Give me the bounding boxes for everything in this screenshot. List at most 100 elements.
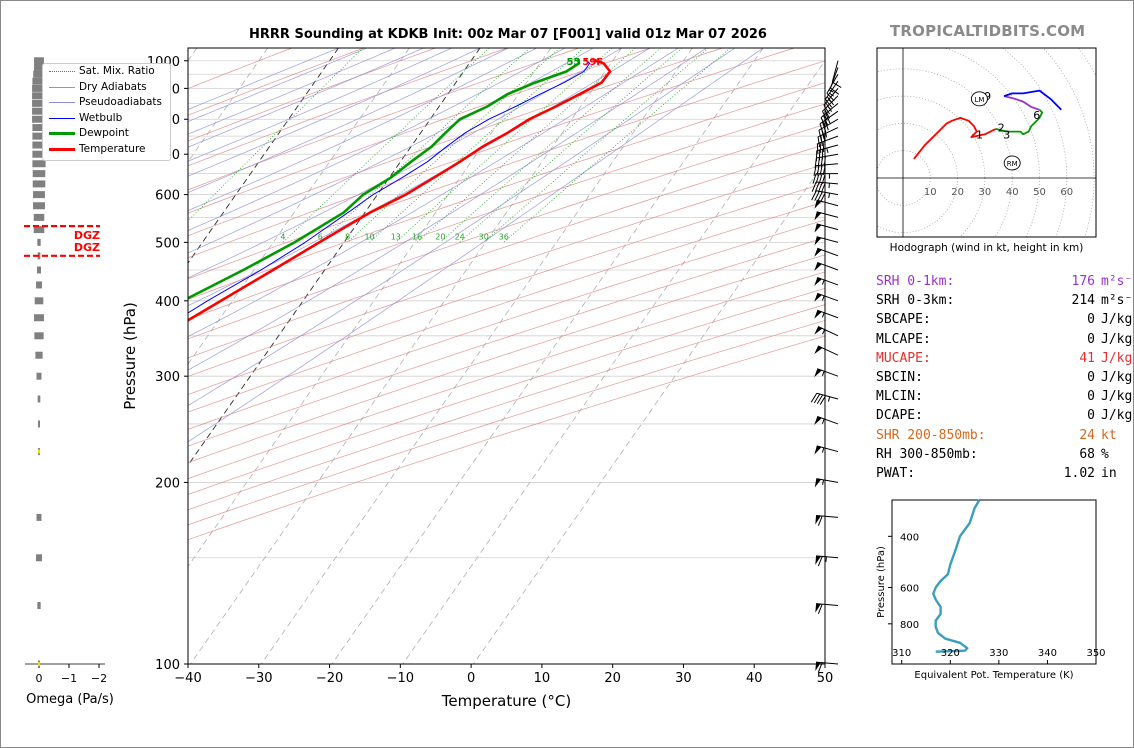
legend-label: Temperature [79, 142, 146, 155]
wind-barb [814, 236, 839, 246]
barb-full [832, 81, 842, 88]
barb-full [817, 603, 823, 615]
wind-barb [814, 261, 839, 271]
hodograph-area: 10 20 30 40 50 60 1 23 6 9LM RM [877, 48, 1096, 237]
y-tick-label: 500 [155, 236, 180, 251]
mixing-ratio-label: 36 [499, 232, 509, 241]
hodograph-ring-label: 60 [1060, 187, 1073, 198]
brand-watermark: TROPICALTIDBITS.COM [890, 22, 1086, 40]
mixing-ratio-label: 13 [391, 232, 401, 241]
parameter-value: 0 [1087, 369, 1095, 385]
omega-bar [37, 395, 41, 403]
barb-pennant [814, 478, 822, 488]
barb-pennant [814, 368, 822, 378]
barb-shaft [817, 135, 839, 145]
pseudoadiabat [188, 48, 367, 122]
wind-barb [819, 110, 839, 134]
wind-barb [813, 163, 839, 176]
theta-e-x-tick-label: 310 [892, 648, 911, 659]
barb-full [819, 395, 827, 405]
barb-half [829, 92, 834, 97]
barb-full [815, 173, 820, 184]
omega-bar [36, 513, 42, 521]
x-tick-label: 0 [467, 671, 475, 686]
y-tick-label: 100 [155, 658, 180, 673]
wind-barb [814, 199, 839, 209]
pseudoadiabat [188, 48, 339, 110]
dry-adiabat [188, 103, 825, 320]
barb-shaft [816, 236, 839, 243]
barb-full [824, 98, 833, 108]
barb-shaft [817, 368, 839, 377]
parameter-value: 214 [1071, 293, 1095, 309]
parameter-value: 0 [1087, 312, 1095, 328]
barb-pennant [814, 211, 822, 221]
barb-shaft [831, 60, 839, 83]
legend-swatch [49, 71, 75, 72]
hodograph-ring-label: 10 [924, 187, 937, 198]
dry-adiabat [188, 182, 825, 395]
hodograph-ring-label: 20 [951, 187, 964, 198]
theta-e-y-label: Pressure (hPa) [876, 546, 887, 618]
wind-barb [814, 153, 839, 169]
barb-full [826, 96, 835, 106]
parameter-value: 68 [1079, 446, 1095, 462]
barb-full [819, 165, 823, 176]
barb-full [819, 142, 822, 154]
barb-pennant [814, 416, 822, 425]
dry-adiabat [188, 144, 825, 359]
omega-bar [34, 63, 44, 71]
barb-half [828, 89, 834, 93]
theta-e-x-tick-label: 320 [941, 648, 960, 659]
omega-bar [34, 314, 44, 322]
barb-half [827, 396, 831, 402]
barb-full [816, 394, 824, 405]
storm-motion-marker [1003, 155, 1021, 171]
omega-tick-label: −1 [61, 672, 77, 685]
barb-pennant [814, 236, 822, 246]
wind-barb [810, 392, 839, 405]
barb-half [822, 329, 826, 335]
wind-barb [815, 555, 839, 567]
barb-full [817, 662, 823, 673]
barb-pennant [815, 515, 821, 525]
barb-half [821, 370, 825, 377]
parameter-unit: J/kg [1101, 408, 1133, 424]
mixing-ratio-line [440, 48, 662, 243]
dry-adiabat [188, 254, 825, 463]
barb-shaft [817, 326, 839, 337]
parameter-label: SRH 0-1km: [876, 274, 955, 289]
legend-label: Dewpoint [79, 127, 129, 140]
omega-bar [38, 420, 40, 428]
omega-bar [32, 132, 46, 140]
isotherm-highlight [188, 48, 481, 467]
parameter-unit: % [1101, 446, 1109, 462]
parameter-unit: J/kg [1101, 369, 1133, 385]
y-tick-label: 400 [155, 295, 180, 310]
barb-shaft [816, 190, 839, 196]
omega-bar [36, 281, 42, 289]
barb-half [826, 147, 829, 154]
omega-bar [36, 372, 42, 380]
y-tick-label: 600 [155, 189, 180, 204]
barb-pennant [815, 603, 821, 613]
parameter-value: 0 [1087, 389, 1095, 405]
x-tick-label: −40 [174, 671, 201, 686]
barb-shaft [817, 276, 839, 286]
barb-shaft [830, 67, 839, 89]
barb-full [819, 123, 824, 134]
omega-mark [38, 449, 40, 454]
barb-full [817, 191, 823, 202]
barb-shaft [817, 415, 839, 425]
barb-shaft [817, 309, 839, 319]
omega-bar [37, 266, 41, 274]
mixing-ratio-line [347, 48, 560, 243]
dry-adiabat [188, 48, 651, 214]
omega-bar [37, 238, 41, 246]
barb-full [812, 173, 817, 184]
skewt-plot-area: 1 4 6 8 10 13 16 20 24 30 36 [188, 48, 825, 664]
wind-barb [815, 661, 839, 673]
wind-barb [812, 173, 838, 184]
legend: Sat. Mix. Ratio Dry Adiabats Pseudoadiab… [42, 63, 171, 161]
parameter-unit: J/kg [1101, 331, 1133, 347]
